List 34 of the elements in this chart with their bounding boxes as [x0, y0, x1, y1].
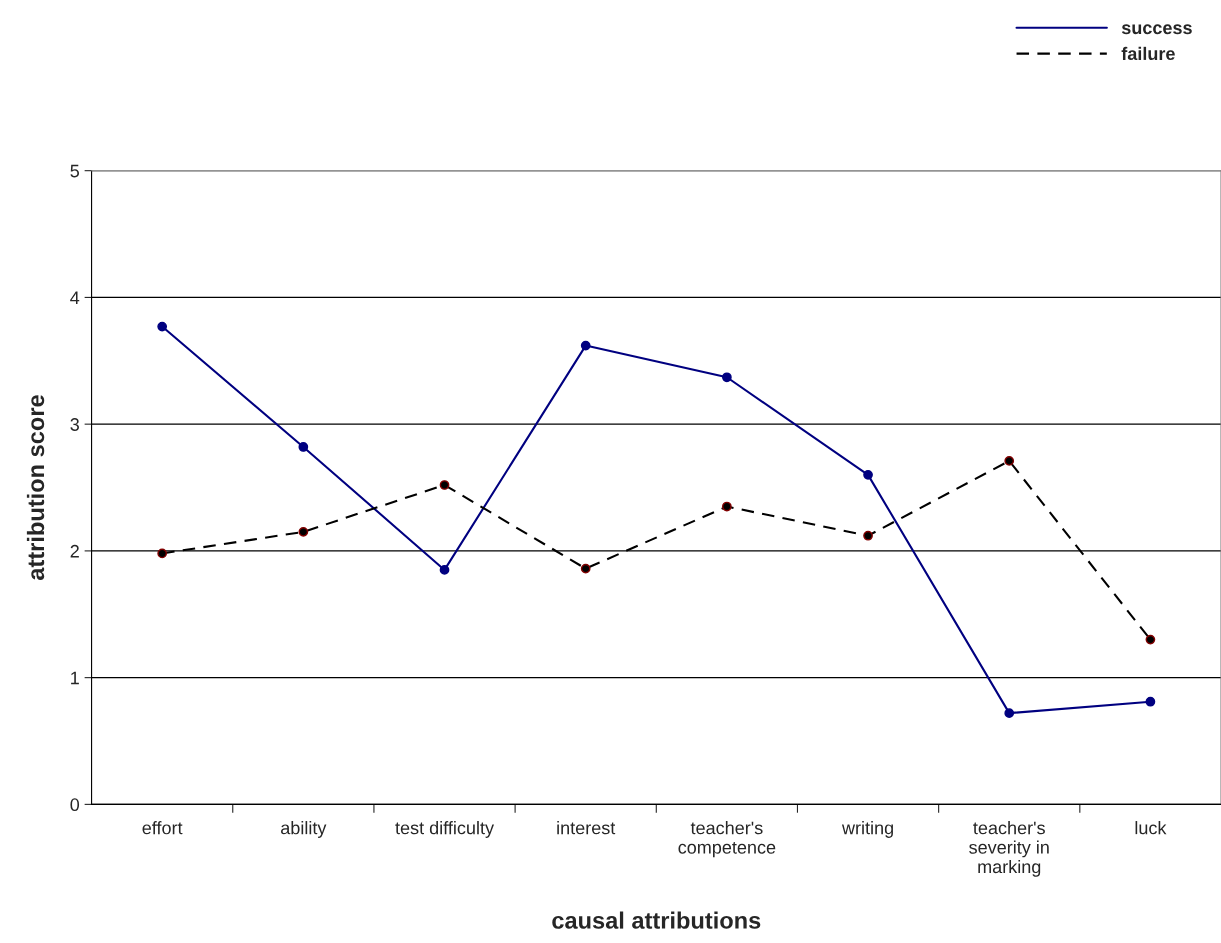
- point: [580, 340, 591, 351]
- legend-label: success: [1121, 24, 1192, 35]
- x-tick-label: test difficulty: [395, 821, 494, 838]
- point: [863, 530, 873, 541]
- y-tick-label: 0: [70, 798, 80, 812]
- legend-label: failure: [1121, 46, 1175, 61]
- x-tick-label: luck: [1135, 821, 1167, 835]
- y-tick-label: 1: [71, 671, 79, 685]
- y-tick-label: 2: [70, 544, 79, 558]
- point: [863, 469, 873, 480]
- point: [439, 480, 450, 490]
- x-tick-label: ability: [281, 821, 327, 838]
- x-tick-label: interest: [557, 821, 616, 835]
- point: [298, 527, 309, 537]
- x-axis-title: causal attributions: [552, 911, 761, 929]
- point: [1004, 708, 1015, 718]
- x-tick-label: writing: [841, 821, 893, 838]
- point: [1145, 696, 1156, 707]
- point: [157, 548, 168, 559]
- point: [298, 442, 309, 452]
- point: [580, 563, 591, 574]
- y-tick-label: 5: [70, 164, 80, 178]
- point: [722, 501, 732, 512]
- point: [1004, 456, 1015, 466]
- y-axis-title: attribution score: [26, 395, 45, 580]
- x-tick-label: effort: [142, 821, 183, 835]
- point: [439, 565, 450, 575]
- y-tick-label: 3: [70, 418, 79, 431]
- point: [1145, 634, 1156, 645]
- point: [157, 321, 168, 332]
- y-tick-label: 4: [70, 291, 80, 304]
- x-tick-label: teacher's competence: [678, 821, 776, 858]
- point: [722, 372, 732, 383]
- x-tick-label: teacher's severity in marking: [969, 821, 1049, 877]
